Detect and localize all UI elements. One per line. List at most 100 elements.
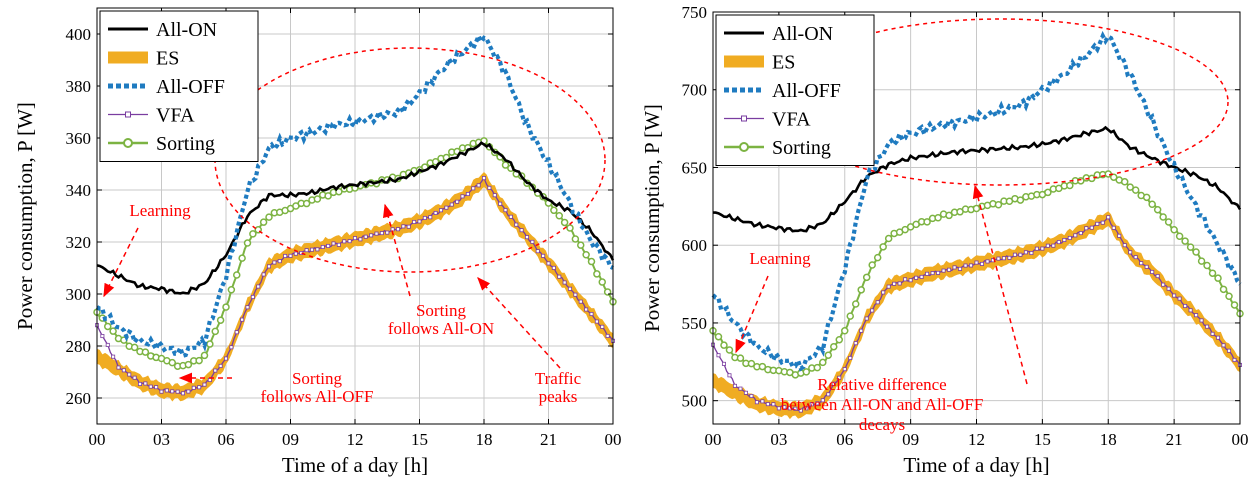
sorting-point	[923, 218, 931, 226]
vfa-point	[969, 263, 974, 268]
sorting-point	[1219, 285, 1228, 294]
legend-marker-sorting	[739, 142, 749, 152]
sorting-point	[233, 271, 241, 279]
vfa-point	[1155, 274, 1160, 279]
x-tick-label: 12	[347, 430, 364, 449]
x-tick-label: 00	[1232, 430, 1249, 449]
x-axis-label: Time of a day [h]	[282, 453, 428, 477]
sorting-point	[222, 303, 230, 311]
vfa-point	[594, 319, 599, 324]
vfa-point	[754, 400, 759, 405]
legend-item: All-ON	[724, 23, 833, 45]
sorting-point	[265, 213, 273, 221]
vfa-point	[985, 259, 990, 264]
vfa-point	[1188, 308, 1193, 313]
sorting-point	[841, 327, 849, 335]
legend-swatch-es	[108, 51, 148, 64]
vfa-point	[820, 398, 825, 403]
vfa-point	[406, 224, 411, 229]
vfa-point	[180, 391, 185, 396]
sorting-point	[243, 239, 252, 247]
x-tick-label: 15	[411, 430, 428, 449]
sorting-point	[857, 286, 865, 294]
vfa-point	[525, 235, 530, 240]
vfa-point	[886, 284, 891, 289]
vfa-point	[159, 389, 164, 394]
vfa-point	[771, 402, 776, 407]
sorting-point	[758, 362, 767, 371]
legend-item: VFA	[724, 109, 811, 131]
vfa-point	[1122, 243, 1127, 248]
sorting-point	[302, 199, 311, 208]
vfa-point	[727, 373, 732, 378]
vfa-point	[175, 389, 180, 394]
vfa-point	[245, 305, 250, 310]
sorting-point	[1109, 173, 1118, 181]
vfa-point	[412, 219, 417, 224]
vfa-point	[326, 243, 331, 248]
annotation-arrow	[735, 275, 769, 354]
legend-label: All-OFF	[772, 80, 841, 102]
vfa-point	[853, 341, 858, 346]
vfa-point	[331, 241, 336, 246]
vfa-point	[859, 328, 864, 333]
vfa-point	[1210, 331, 1215, 336]
vfa-point	[826, 392, 831, 397]
sorting-point	[1066, 181, 1074, 190]
sorting-point	[1230, 301, 1239, 309]
sorting-point	[1044, 188, 1052, 197]
data-curves	[709, 30, 1244, 420]
sorting-point	[1203, 261, 1211, 270]
vfa-point	[261, 272, 266, 277]
vfa-point	[941, 268, 946, 273]
x-tick-label: 21	[540, 430, 557, 449]
x-tick-label: 21	[1166, 430, 1183, 449]
legend-label: ES	[772, 52, 795, 74]
legend-marker-sorting	[123, 138, 133, 148]
sorting-point	[945, 211, 953, 220]
series-all-on	[96, 141, 615, 295]
vfa-point	[738, 386, 743, 391]
vfa-point	[996, 256, 1001, 261]
vfa-point	[716, 353, 721, 358]
x-tick-label: 00	[89, 430, 106, 449]
sorting-point	[1225, 292, 1233, 301]
vfa-point	[831, 381, 836, 386]
vfa-point	[358, 237, 363, 242]
sorting-point	[582, 250, 590, 259]
vfa-point	[116, 365, 121, 370]
vfa-point	[1007, 255, 1012, 260]
sorting-point	[802, 368, 811, 376]
vfa-point	[503, 208, 508, 213]
legend-item: ES	[108, 48, 179, 70]
legend-item: Sorting	[108, 133, 215, 155]
left-chart: 00 03 06 09 12 15 18 21 00 260 280 300 320 340 360 380 4…	[13, 7, 622, 477]
annotation-text: Relative difference	[817, 375, 946, 394]
legend: All-ON ES All-OFF VFA Sorting	[99, 10, 259, 162]
y-tick-label: 380	[66, 77, 92, 96]
vfa-point	[798, 408, 803, 413]
vfa-point	[1062, 237, 1067, 242]
vfa-point	[132, 375, 137, 380]
vfa-point	[143, 381, 148, 386]
vfa-point	[541, 253, 546, 258]
sorting-point	[813, 363, 822, 372]
vfa-point	[809, 402, 814, 407]
vfa-point	[1139, 261, 1144, 266]
vfa-point	[892, 281, 897, 286]
vfa-point	[476, 183, 481, 188]
vfa-point	[422, 215, 427, 220]
vfa-point	[223, 356, 228, 361]
vfa-point	[897, 281, 902, 286]
vfa-point	[266, 264, 271, 269]
vfa-point	[535, 249, 540, 254]
annotation-text: Learning	[749, 249, 811, 268]
vfa-point	[568, 286, 573, 291]
legend-item: All-OFF	[724, 80, 841, 102]
sorting-point	[1016, 196, 1025, 204]
annotation-text: follows All-OFF	[261, 387, 374, 406]
vfa-point	[197, 385, 202, 390]
sorting-point	[1142, 193, 1151, 202]
vfa-point	[277, 259, 282, 264]
